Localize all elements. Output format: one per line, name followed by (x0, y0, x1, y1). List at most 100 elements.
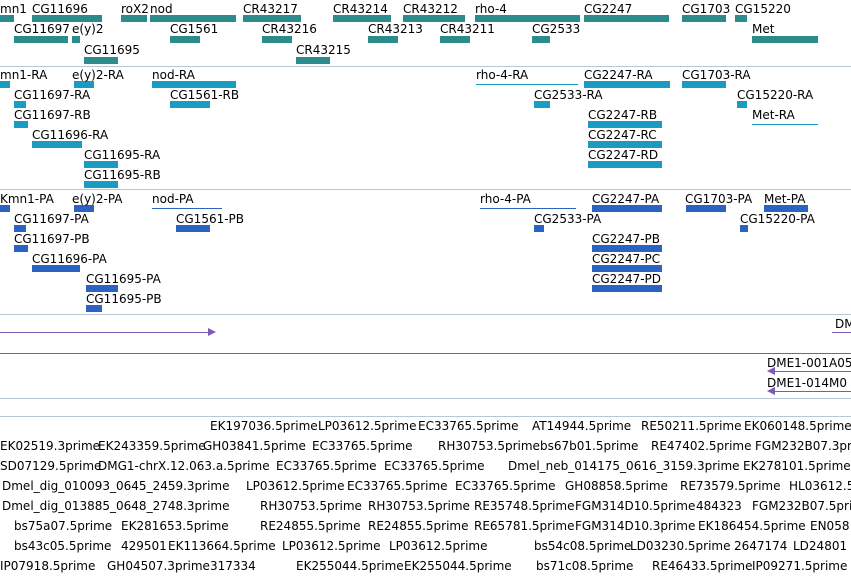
protein-bar[interactable] (14, 245, 28, 252)
transcript-bar[interactable] (84, 181, 118, 188)
est-label[interactable]: RE46433.5prime (652, 559, 753, 573)
protein-label[interactable]: CG2247-PA (592, 192, 660, 206)
gene-label[interactable]: CR43211 (440, 22, 495, 36)
dme-label[interactable]: DME1-001A05 (767, 356, 851, 370)
gene-bar[interactable] (752, 36, 818, 43)
est-label[interactable]: EC33765.5prime (312, 439, 413, 453)
est-label[interactable]: IP09271.5prime (752, 559, 848, 573)
transcript-label[interactable]: CG11695-RB (84, 168, 161, 182)
gene-label[interactable]: nod (150, 2, 173, 16)
transcript-bar[interactable] (0, 81, 10, 88)
est-label[interactable]: EK02519.3prime (0, 439, 101, 453)
dme-line[interactable] (832, 332, 851, 333)
gene-bar[interactable] (532, 36, 550, 43)
gene-label[interactable]: CG2533 (532, 22, 581, 36)
transcript-line[interactable] (752, 124, 818, 125)
protein-label[interactable]: rho-4-PA (480, 192, 531, 206)
transcript-label[interactable]: CG15220-RA (737, 88, 814, 102)
est-label[interactable]: FGM232B07.5prime (752, 499, 851, 513)
protein-label[interactable]: Kmn1-PA (0, 192, 54, 206)
gene-label[interactable]: Met (752, 22, 775, 36)
protein-bar[interactable] (0, 205, 10, 212)
protein-bar[interactable] (592, 285, 662, 292)
gene-label[interactable]: roX2 (121, 2, 149, 16)
est-label[interactable]: LD24801 (793, 539, 848, 553)
gene-bar[interactable] (403, 15, 465, 22)
est-label[interactable]: LP03612.5prime (389, 539, 488, 553)
protein-label[interactable]: CG2247-PC (592, 252, 661, 266)
est-label[interactable]: EC33765.5prime (455, 479, 556, 493)
dme-label[interactable]: DME1-014M0 (767, 376, 848, 390)
protein-bar[interactable] (686, 205, 726, 212)
transcript-label[interactable]: CG11697-RA (14, 88, 91, 102)
protein-line[interactable] (152, 208, 222, 209)
est-label[interactable]: bs43c05.5prime (14, 539, 112, 553)
est-label[interactable]: EK197036.5prime (210, 419, 318, 433)
transcript-bar[interactable] (32, 141, 82, 148)
gene-bar[interactable] (121, 15, 147, 22)
est-label[interactable]: bs67b01.5prime (540, 439, 639, 453)
transcript-label[interactable]: CG2533-RA (534, 88, 603, 102)
est-label[interactable]: EK278101.5prime (743, 459, 851, 473)
est-label[interactable]: EC33765.5prime (418, 419, 519, 433)
protein-label[interactable]: nod-PA (152, 192, 194, 206)
transcript-bar[interactable] (534, 101, 550, 108)
transcript-label[interactable]: CG2247-RB (588, 108, 658, 122)
transcript-label[interactable]: rho-4-RA (476, 68, 529, 82)
gene-bar[interactable] (243, 15, 301, 22)
transcript-bar[interactable] (588, 141, 662, 148)
transcript-label[interactable]: CG2247-RA (584, 68, 653, 82)
transcript-label[interactable]: CG11696-RA (32, 128, 109, 142)
gene-bar[interactable] (475, 15, 580, 22)
dme-label[interactable]: DME (835, 317, 851, 331)
est-label[interactable]: EK255044.5prime (296, 559, 404, 573)
est-label[interactable]: LP03612.5prime (246, 479, 345, 493)
transcript-label[interactable]: CG1703-RA (682, 68, 751, 82)
est-label[interactable]: EK281653.5prime (121, 519, 229, 533)
est-label[interactable]: RE47402.5prime (651, 439, 752, 453)
gene-label[interactable]: CG1561 (170, 22, 219, 36)
dme-line[interactable] (775, 391, 851, 392)
est-label[interactable]: RE24855.5prime (260, 519, 361, 533)
gene-label[interactable]: CG2247 (584, 2, 633, 16)
protein-label[interactable]: CG11695-PA (86, 272, 161, 286)
protein-bar[interactable] (32, 265, 80, 272)
gene-bar[interactable] (0, 15, 14, 22)
protein-bar[interactable] (592, 245, 662, 252)
transcript-bar[interactable] (584, 81, 670, 88)
est-label[interactable]: EN058 (810, 519, 850, 533)
est-label[interactable]: EK113664.5prime (168, 539, 276, 553)
transcript-label[interactable]: CG2247-RD (588, 148, 659, 162)
est-label[interactable]: EC33765.5prime (384, 459, 485, 473)
est-label[interactable]: EC33765.5prime (276, 459, 377, 473)
gene-bar[interactable] (682, 15, 726, 22)
est-label[interactable]: GH03841.5prime (203, 439, 306, 453)
protein-bar[interactable] (86, 285, 118, 292)
gene-label[interactable]: rho-4 (475, 2, 507, 16)
gene-bar[interactable] (368, 36, 398, 43)
transcript-label[interactable]: mn1-RA (0, 68, 48, 82)
protein-label[interactable]: CG2247-PD (592, 272, 662, 286)
transcript-label[interactable]: CG11697-RB (14, 108, 91, 122)
est-label[interactable]: 484323 (696, 499, 742, 513)
est-label[interactable]: bs54c08.5prime (534, 539, 632, 553)
protein-label[interactable]: CG1561-PB (176, 212, 245, 226)
protein-bar[interactable] (592, 265, 662, 272)
dme-line[interactable] (0, 332, 208, 333)
transcript-label[interactable]: CG1561-RB (170, 88, 240, 102)
protein-label[interactable]: CG11696-PA (32, 252, 107, 266)
gene-label[interactable]: CR43214 (333, 2, 388, 16)
est-label[interactable]: IP07918.5prime (0, 559, 96, 573)
protein-label[interactable]: CG1703-PA (685, 192, 753, 206)
protein-label[interactable]: CG15220-PA (740, 212, 815, 226)
protein-bar[interactable] (176, 225, 210, 232)
est-label[interactable]: LP03612.5prime (282, 539, 381, 553)
gene-label[interactable]: CR43213 (368, 22, 423, 36)
est-label[interactable]: RE35748.5prime (474, 499, 575, 513)
est-label[interactable]: RE65781.5prime (474, 519, 575, 533)
transcript-bar[interactable] (14, 101, 26, 108)
gene-label[interactable]: CG11695 (84, 43, 140, 57)
transcript-bar[interactable] (170, 101, 210, 108)
protein-bar[interactable] (86, 305, 102, 312)
protein-label[interactable]: CG11697-PB (14, 232, 90, 246)
